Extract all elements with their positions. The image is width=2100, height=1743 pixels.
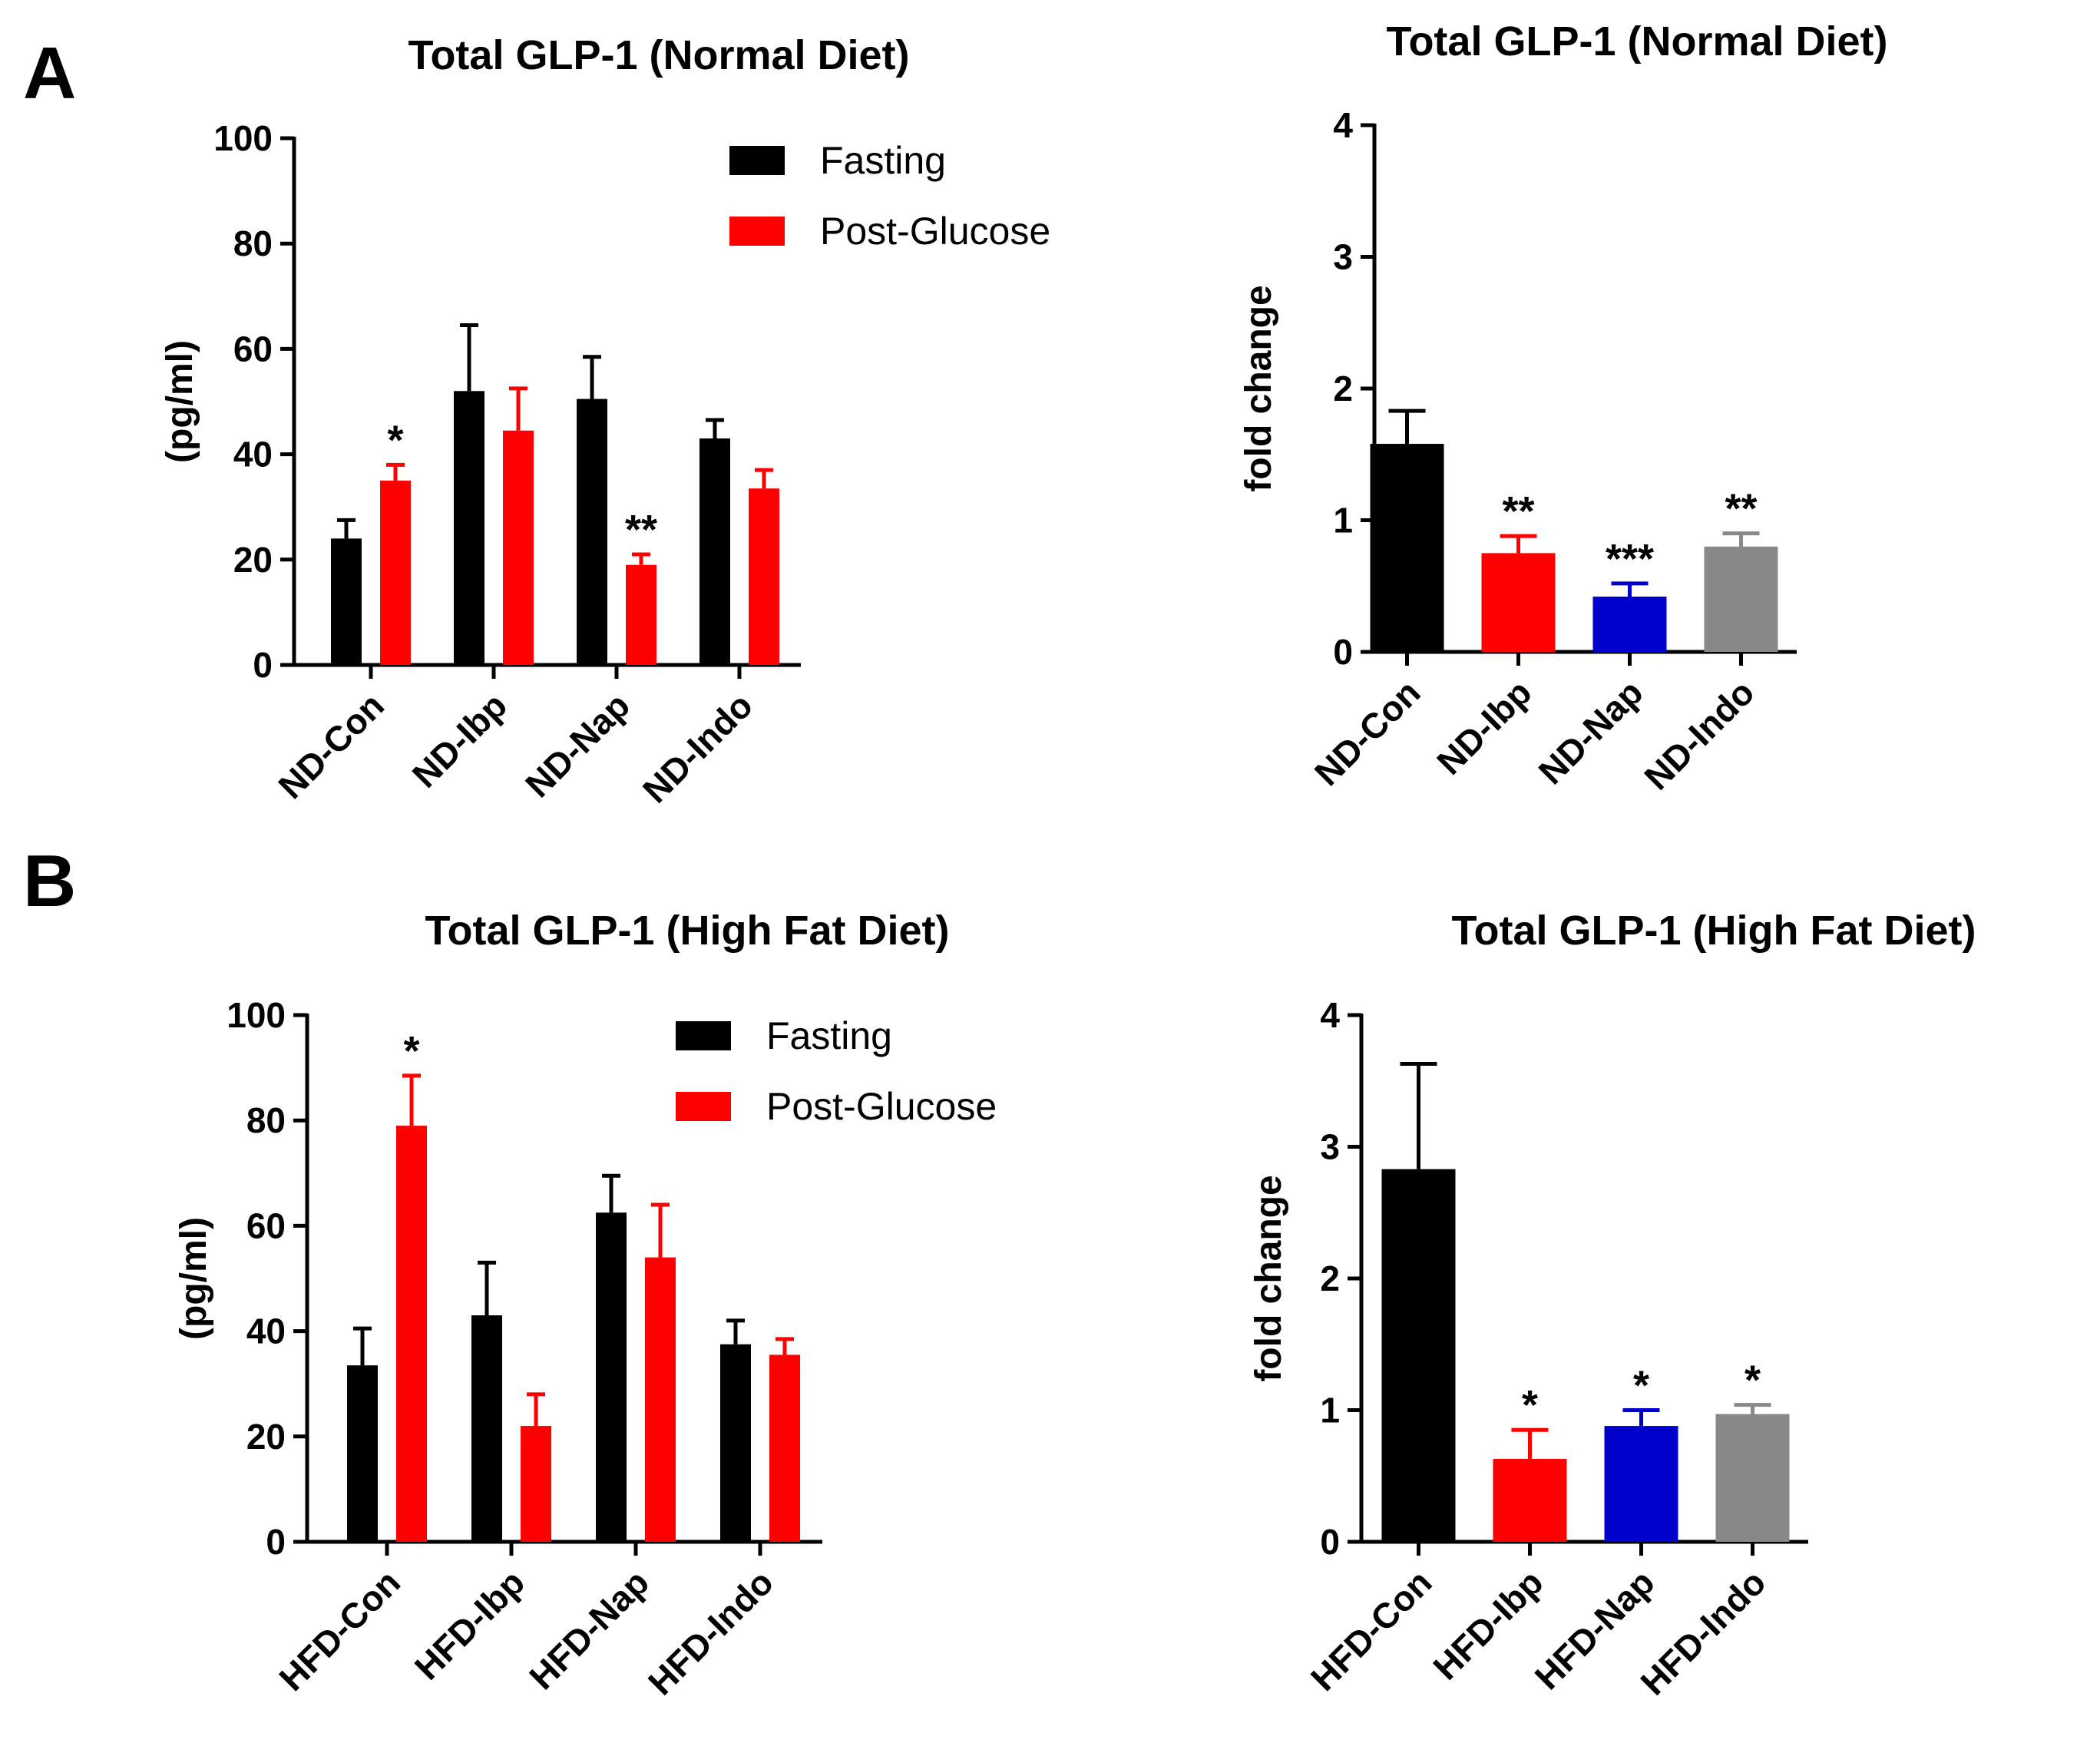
y-tick-label: 100	[213, 118, 273, 158]
significance-label: ***	[1606, 536, 1654, 582]
bar	[396, 1126, 427, 1542]
chart-title: Total GLP-1 (High Fat Diet)	[1452, 908, 1976, 954]
bar	[1704, 546, 1778, 652]
significance-label: *	[1522, 1382, 1538, 1428]
chart-title: Total GLP-1 (Normal Diet)	[1386, 18, 1887, 64]
legend-label: Fasting	[766, 1014, 892, 1057]
x-tick-label: HFD-Indo	[640, 1562, 781, 1702]
x-tick-label: ND-Con	[1307, 672, 1428, 793]
x-tick-label: ND-Indo	[635, 685, 760, 810]
y-tick-label: 3	[1320, 1127, 1340, 1167]
y-tick-label: 2	[1320, 1258, 1340, 1298]
bar	[331, 538, 362, 665]
y-tick-label: 2	[1333, 369, 1353, 408]
legend-swatch	[676, 1021, 731, 1050]
chart-b-left: Total GLP-1 (High Fat Diet) (pg/ml) 0 20 40 6…	[174, 908, 997, 1702]
y-tick-label: 3	[1333, 237, 1353, 277]
legend-swatch	[729, 146, 785, 175]
x-tick-label: HFD-Ibp	[407, 1562, 532, 1687]
bar	[1715, 1414, 1790, 1542]
y-tick-label: 0	[253, 645, 273, 685]
y-tick-label: 20	[246, 1417, 286, 1457]
legend-label: Post-Glucose	[820, 210, 1050, 253]
y-axis-label: (pg/ml)	[174, 1217, 214, 1340]
bar	[503, 430, 534, 665]
x-tick-label: ND-Nap	[1531, 672, 1651, 792]
bar	[1381, 1169, 1456, 1542]
y-tick-label: 0	[1320, 1522, 1340, 1562]
legend-swatch	[729, 217, 785, 246]
bar	[1604, 1426, 1678, 1542]
x-tick-label: ND-Indo	[1636, 672, 1761, 797]
bar	[1592, 596, 1667, 652]
significance-label: *	[387, 417, 403, 463]
y-axis-label: fold change	[1248, 1175, 1289, 1381]
significance-label: **	[1725, 486, 1757, 532]
significance-label: *	[403, 1028, 419, 1074]
chart-title: Total GLP-1 (High Fat Diet)	[425, 908, 950, 954]
bar	[347, 1365, 378, 1542]
legend-label: Fasting	[820, 139, 946, 182]
y-tick-label: 40	[246, 1311, 286, 1351]
bar	[1481, 553, 1556, 652]
bar	[720, 1344, 751, 1542]
bar	[380, 480, 411, 665]
significance-label: **	[625, 507, 657, 553]
x-tick-label: ND-Ibp	[1429, 672, 1539, 782]
x-tick-label: ND-Ibp	[405, 685, 514, 795]
significance-label: *	[1744, 1358, 1761, 1404]
panel-label-b: B	[23, 840, 76, 922]
y-tick-label: 4	[1320, 995, 1340, 1035]
significance-label: **	[1502, 488, 1534, 534]
y-tick-label: 40	[233, 435, 273, 475]
bar	[521, 1426, 551, 1542]
bar	[645, 1257, 676, 1542]
bar	[577, 399, 607, 665]
chart-title: Total GLP-1 (Normal Diet)	[408, 32, 909, 78]
bar	[454, 391, 484, 665]
bar	[626, 564, 656, 665]
chart-a-right: Total GLP-1 (Normal Diet) fold change 0 1 2 3…	[1239, 18, 1888, 798]
y-tick-label: 100	[227, 995, 286, 1035]
bar	[471, 1315, 502, 1542]
panel-label-a: A	[23, 32, 76, 114]
bar	[699, 438, 730, 665]
bar	[596, 1212, 627, 1542]
y-tick-label: 80	[246, 1100, 286, 1140]
y-tick-label: 0	[266, 1522, 286, 1562]
x-tick-label: HFD-Nap	[521, 1562, 656, 1697]
chart-b-right: Total GLP-1 (High Fat Diet) fold change 0 1…	[1248, 908, 1976, 1702]
chart-a-left: Total GLP-1 (Normal Diet) (pg/ml) 0 20 40 60 8…	[160, 32, 1050, 811]
bar	[749, 488, 779, 665]
y-tick-label: 20	[233, 540, 273, 580]
x-tick-label: ND-Nap	[518, 685, 637, 805]
y-tick-label: 1	[1333, 501, 1353, 541]
y-tick-label: 60	[246, 1206, 286, 1245]
legend-swatch	[676, 1092, 731, 1121]
y-tick-label: 4	[1333, 105, 1353, 145]
bar	[1370, 444, 1444, 652]
significance-label: *	[1633, 1363, 1649, 1409]
bar	[769, 1354, 800, 1542]
x-tick-label: HFD-Con	[1303, 1562, 1440, 1698]
y-axis-label: fold change	[1239, 285, 1279, 491]
y-axis-label: (pg/ml)	[160, 340, 200, 463]
y-tick-label: 1	[1320, 1391, 1340, 1430]
y-tick-label: 0	[1333, 632, 1353, 672]
bar	[1493, 1458, 1567, 1542]
x-tick-label: HFD-Con	[271, 1562, 408, 1698]
x-tick-label: ND-Con	[270, 685, 392, 806]
legend-label: Post-Glucose	[766, 1085, 997, 1128]
y-tick-label: 80	[233, 223, 273, 263]
y-tick-label: 60	[233, 329, 273, 369]
